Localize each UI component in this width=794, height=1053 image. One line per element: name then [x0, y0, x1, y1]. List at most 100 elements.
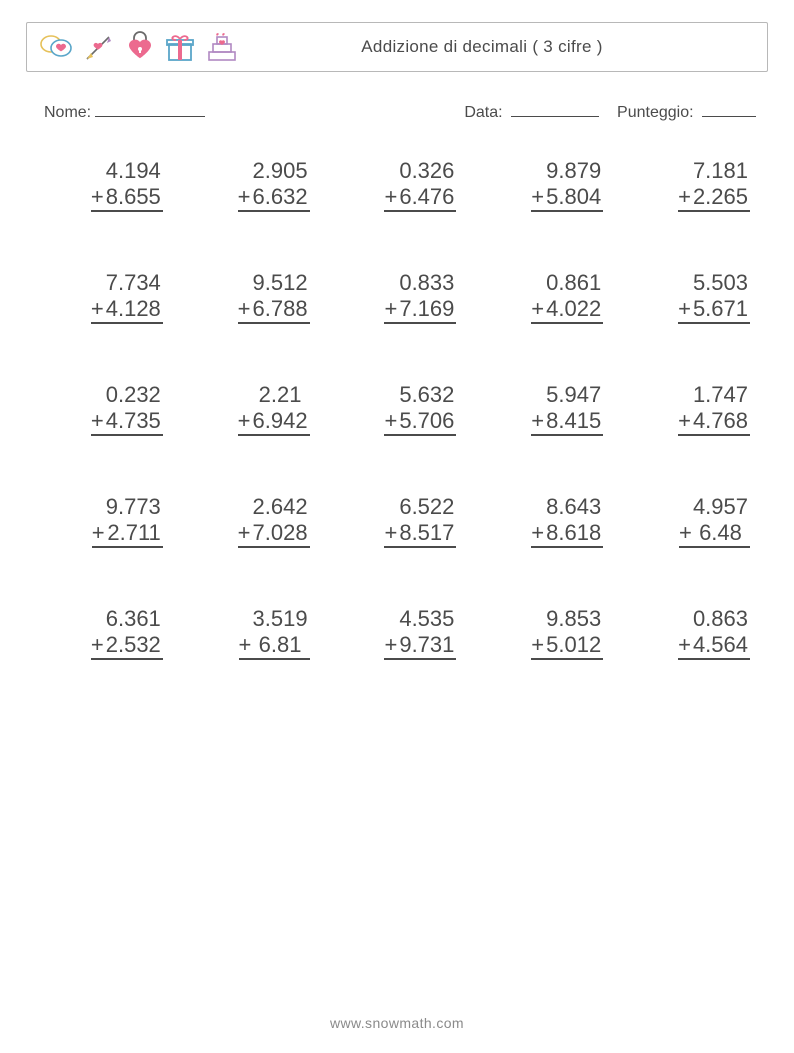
operator: +: [531, 296, 546, 322]
operator: +: [531, 184, 546, 210]
addend-top: 6.522: [384, 494, 456, 520]
date-underline[interactable]: [511, 100, 599, 117]
addend-top: 8.643: [531, 494, 603, 520]
problem: 0.232+4.735: [44, 382, 163, 436]
addend-top: 2.642: [238, 494, 310, 520]
addend-bottom: +6.81: [239, 632, 310, 660]
addend-bottom: +5.804: [531, 184, 603, 212]
problem: 0.326+6.476: [338, 158, 457, 212]
problem: 7.181+2.265: [631, 158, 750, 212]
problem: 7.734+4.128: [44, 270, 163, 324]
problem: 9.512+6.788: [191, 270, 310, 324]
operator: +: [91, 408, 106, 434]
worksheet-page: Addizione di decimali ( 3 cifre ) Nome: …: [0, 0, 794, 1053]
addend-top: 3.519: [239, 606, 310, 632]
operator: +: [238, 184, 253, 210]
problem: 9.853+5.012: [484, 606, 603, 660]
problem: 6.361+2.532: [44, 606, 163, 660]
addend-top: 5.947: [531, 382, 603, 408]
problem: 5.632+5.706: [338, 382, 457, 436]
problem: 0.861+4.022: [484, 270, 603, 324]
name-field: Nome:: [44, 100, 205, 122]
addend-top: 2.905: [238, 158, 310, 184]
operator: +: [91, 184, 106, 210]
operator: +: [238, 408, 253, 434]
problem: 4.957+6.48: [631, 494, 750, 548]
addend-top: 9.512: [238, 270, 310, 296]
addend-top: 4.535: [384, 606, 456, 632]
cake-icon: [205, 30, 239, 64]
operator: +: [91, 632, 106, 658]
addend-top: 5.632: [384, 382, 456, 408]
gift-icon: [165, 30, 195, 64]
operator: +: [531, 632, 546, 658]
operator: +: [531, 408, 546, 434]
problem: 0.863+4.564: [631, 606, 750, 660]
addend-bottom: +4.128: [91, 296, 163, 324]
addend-bottom: +6.632: [238, 184, 310, 212]
addend-bottom: +2.711: [92, 520, 163, 548]
problem: 2.642+7.028: [191, 494, 310, 548]
problem: 9.773+2.711: [44, 494, 163, 548]
problem: 9.879+5.804: [484, 158, 603, 212]
addend-bottom: +4.768: [678, 408, 750, 436]
addend-bottom: +5.671: [678, 296, 750, 324]
problem: 1.747+4.768: [631, 382, 750, 436]
addend-bottom: +6.476: [384, 184, 456, 212]
addend-top: 1.747: [678, 382, 750, 408]
addend-bottom: +6.48: [679, 520, 750, 548]
addend-top: 9.879: [531, 158, 603, 184]
problem: 2.21 +6.942: [191, 382, 310, 436]
problem: 5.503+5.671: [631, 270, 750, 324]
addend-top: 9.853: [531, 606, 603, 632]
addend-bottom: +9.731: [384, 632, 456, 660]
addend-top: 7.181: [678, 158, 750, 184]
date-label: Data:: [464, 104, 502, 121]
operator: +: [678, 296, 693, 322]
operator: +: [384, 184, 399, 210]
name-underline[interactable]: [95, 100, 205, 117]
operator: +: [384, 520, 399, 546]
problem: 4.535+9.731: [338, 606, 457, 660]
addend-bottom: +2.265: [678, 184, 750, 212]
score-field: Punteggio:: [617, 100, 756, 122]
problem: 0.833+7.169: [338, 270, 457, 324]
header-box: Addizione di decimali ( 3 cifre ): [26, 22, 768, 72]
operator: +: [679, 520, 694, 546]
addend-bottom: +7.028: [238, 520, 310, 548]
addend-bottom: +5.012: [531, 632, 603, 660]
score-underline[interactable]: [702, 100, 756, 117]
problem: 8.643+8.618: [484, 494, 603, 548]
addend-top: 5.503: [678, 270, 750, 296]
addend-top: 7.734: [91, 270, 163, 296]
operator: +: [91, 296, 106, 322]
operator: +: [384, 632, 399, 658]
operator: +: [384, 408, 399, 434]
addend-top: 4.957: [679, 494, 750, 520]
operator: +: [238, 520, 253, 546]
problem: 5.947+8.415: [484, 382, 603, 436]
addend-bottom: +6.788: [238, 296, 310, 324]
addend-top: 0.861: [531, 270, 603, 296]
addend-bottom: +8.655: [91, 184, 163, 212]
addend-top: 0.833: [384, 270, 456, 296]
addend-bottom: +4.022: [531, 296, 603, 324]
operator: +: [678, 408, 693, 434]
name-label: Nome:: [44, 104, 91, 122]
operator: +: [238, 296, 253, 322]
heart-lock-icon: [125, 30, 155, 64]
operator: +: [678, 184, 693, 210]
chat-heart-icon: [39, 31, 73, 63]
addend-top: 6.361: [91, 606, 163, 632]
addend-bottom: +6.942: [238, 408, 310, 436]
operator: +: [678, 632, 693, 658]
date-field: Data:: [464, 100, 599, 122]
score-label: Punteggio:: [617, 104, 694, 121]
addend-top: 4.194: [91, 158, 163, 184]
cupid-arrow-icon: [83, 31, 115, 63]
addend-bottom: +4.735: [91, 408, 163, 436]
addend-top: 0.232: [91, 382, 163, 408]
addend-top: 0.863: [678, 606, 750, 632]
worksheet-title: Addizione di decimali ( 3 cifre ): [239, 37, 755, 57]
problem: 6.522+8.517: [338, 494, 457, 548]
